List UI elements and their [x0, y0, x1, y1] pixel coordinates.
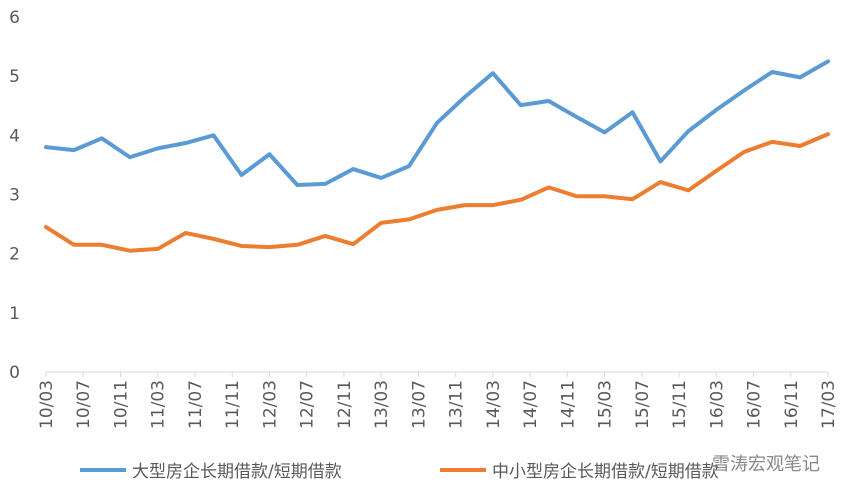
x-tick-label: 11/07 — [186, 380, 206, 429]
x-tick-label: 14/03 — [484, 380, 504, 429]
x-tick-label: 14/11 — [558, 380, 578, 429]
x-tick-label: 15/03 — [596, 380, 616, 429]
y-tick-label: 4 — [9, 126, 20, 146]
y-tick-label: 0 — [9, 363, 20, 383]
x-tick-label: 10/11 — [111, 380, 131, 429]
legend-label: 中小型房企长期借款/短期借款 — [492, 462, 719, 482]
x-tick-label: 16/03 — [707, 380, 727, 429]
x-tick-label: 10/07 — [74, 380, 94, 429]
watermark: 雪涛宏观笔记 — [712, 454, 820, 475]
y-tick-label: 3 — [9, 186, 20, 206]
x-tick-label: 12/11 — [335, 380, 355, 429]
x-tick-label: 12/03 — [260, 380, 280, 429]
y-tick-label: 1 — [9, 304, 20, 324]
x-tick-label: 12/07 — [298, 380, 318, 429]
x-tick-label: 14/07 — [521, 380, 541, 429]
x-tick-label: 17/03 — [819, 380, 839, 429]
x-tick-label: 10/03 — [37, 380, 57, 429]
y-tick-label: 6 — [9, 8, 20, 28]
y-tick-label: 5 — [9, 67, 20, 87]
line — [44, 132, 830, 253]
x-tick-label: 15/11 — [670, 380, 690, 429]
x-tick-label: 13/07 — [409, 380, 429, 429]
line — [44, 59, 830, 188]
x-tick-label: 16/11 — [782, 380, 802, 429]
legend-label: 大型房企长期借款/短期借款 — [132, 462, 342, 482]
x-tick-label: 11/03 — [149, 380, 169, 429]
x-tick-label: 15/07 — [633, 380, 653, 429]
x-tick-label: 16/07 — [745, 380, 765, 429]
x-tick-label: 13/03 — [372, 380, 392, 429]
x-tick-label: 13/11 — [447, 380, 467, 429]
x-tick-label: 11/11 — [223, 380, 243, 429]
y-tick-label: 2 — [9, 245, 20, 265]
